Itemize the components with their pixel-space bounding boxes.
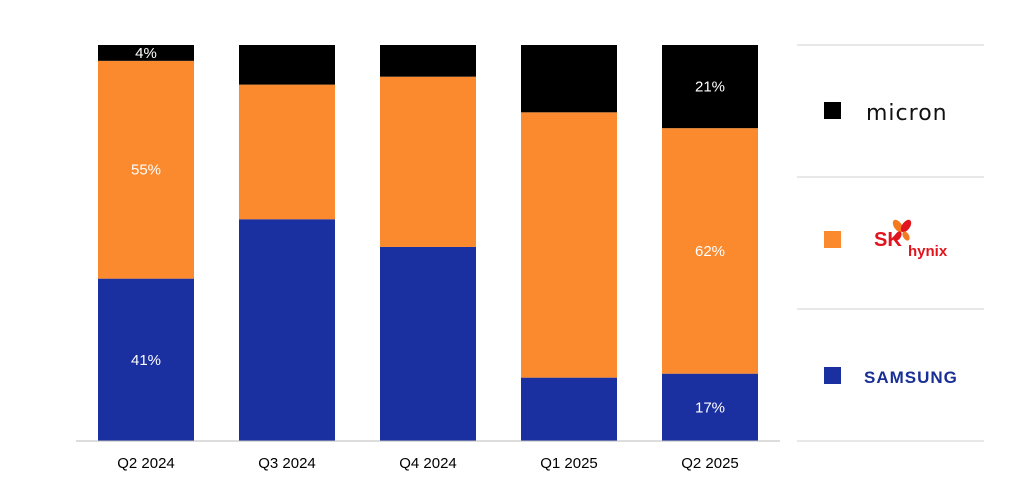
x-tick-label-q2-2025: Q2 2025 <box>681 455 739 472</box>
x-tick-label-q2-2024: Q2 2024 <box>117 455 175 472</box>
legend-swatch-micron <box>824 102 841 119</box>
legend-item-samsung: SAMSUNG <box>824 367 958 387</box>
skhynix-logo-sk: SK <box>874 229 902 251</box>
bar-segment-sk-hynix-q1-2025 <box>521 112 617 378</box>
bar-segment-sk-hynix-q2-2025 <box>662 128 758 374</box>
legend-item-micron: micron <box>824 101 948 126</box>
bar-segment-samsung-q2-2024 <box>98 278 194 441</box>
bar-segment-micron-q2-2024 <box>98 45 194 61</box>
bar-segment-sk-hynix-q4-2024 <box>380 76 476 247</box>
data-label-micron-q2-2024: 4% <box>135 45 157 62</box>
bar-segment-micron-q3-2024 <box>239 45 335 85</box>
bar-segment-samsung-q1-2025 <box>521 377 617 441</box>
skhynix-logo-hynix: hynix <box>908 243 948 260</box>
data-labels-group: 41% 55% 4% 17% 62% 21% <box>131 45 725 416</box>
bars-group <box>98 45 758 441</box>
skhynix-butterfly-icon <box>892 219 912 241</box>
x-tick-label-q3-2024: Q3 2024 <box>258 455 316 472</box>
legend: micron SK hynix SAMSUNG <box>797 44 984 442</box>
micron-logo: micron <box>866 101 948 126</box>
bar-segment-samsung-q2-2025 <box>662 373 758 441</box>
bar-segment-sk-hynix-q2-2024 <box>98 60 194 279</box>
data-label-samsung-q2-2025: 17% <box>695 399 725 416</box>
data-label-micron-q2-2025: 21% <box>695 79 725 96</box>
x-tick-labels-group: Q2 2024 Q3 2024 Q4 2024 Q1 2025 Q2 2025 <box>117 455 739 472</box>
data-label-samsung-q2-2024: 41% <box>131 352 161 369</box>
x-tick-label-q4-2024: Q4 2024 <box>399 455 457 472</box>
samsung-logo: SAMSUNG <box>864 368 958 387</box>
legend-swatch-skhynix <box>824 231 841 248</box>
x-tick-label-q1-2025: Q1 2025 <box>540 455 598 472</box>
legend-item-skhynix: SK hynix <box>824 219 948 260</box>
bar-segment-micron-q2-2025 <box>662 45 758 129</box>
bar-segment-micron-q4-2024 <box>380 45 476 77</box>
data-label-sk-hynix-q2-2024: 55% <box>131 162 161 179</box>
bar-segment-micron-q1-2025 <box>521 45 617 113</box>
legend-swatch-samsung <box>824 367 841 384</box>
data-label-sk-hynix-q2-2025: 62% <box>695 243 725 260</box>
bar-segment-sk-hynix-q3-2024 <box>239 84 335 220</box>
bar-segment-samsung-q4-2024 <box>380 246 476 441</box>
bar-segment-samsung-q3-2024 <box>239 219 335 441</box>
skhynix-logo: SK hynix <box>874 219 948 260</box>
